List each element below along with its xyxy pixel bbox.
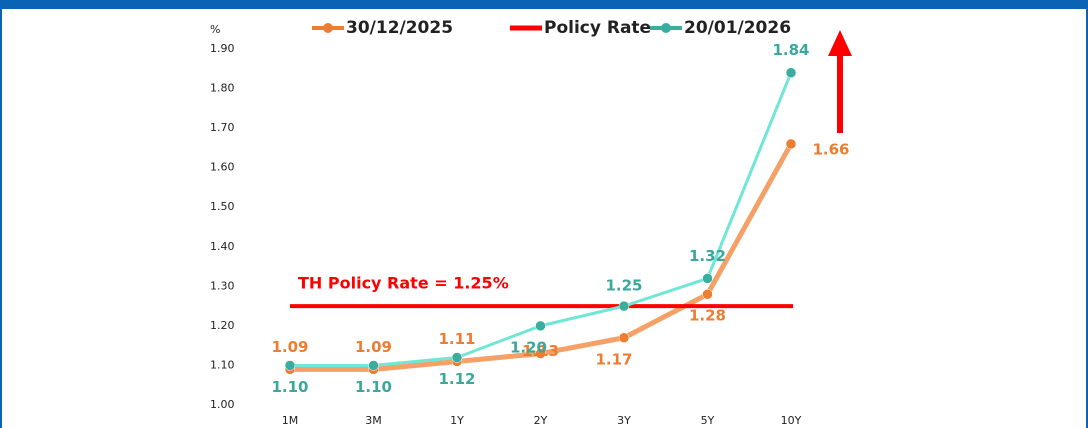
data-label: 1.13: [522, 342, 559, 360]
legend-marker: [323, 23, 333, 33]
marker: [785, 138, 797, 150]
marker: [535, 348, 546, 359]
x-tick-label: 3Y: [617, 414, 631, 427]
y-tick-label: 1.20: [210, 319, 235, 332]
arrow: [828, 30, 852, 133]
data-label: 1.09: [355, 338, 392, 356]
marker: [702, 273, 713, 284]
top-band: [0, 0, 1088, 9]
data-label: 1.10: [355, 378, 392, 396]
data-label: 1.09: [271, 338, 308, 356]
legend-marker: [661, 23, 671, 33]
legend-label: 30/12/2025: [346, 18, 453, 38]
right-border: [1086, 0, 1088, 428]
y-tick-label: 1.60: [210, 161, 235, 174]
marker: [618, 332, 630, 344]
marker: [451, 352, 463, 363]
data-label: 1.84: [772, 41, 809, 59]
x-tick-label: 2Y: [534, 414, 548, 427]
data-label: 1.20: [510, 338, 547, 356]
legend-label: Policy Rate: [544, 18, 651, 38]
x-tick-label: 1Y: [450, 414, 464, 427]
y-tick-label: 1.00: [210, 398, 235, 411]
data-label: 1.32: [689, 247, 726, 265]
x-tick-label: 10Y: [781, 414, 802, 427]
legend-label: 20/01/2026: [684, 18, 791, 38]
marker: [368, 360, 379, 371]
data-label: 1.11: [438, 330, 475, 348]
data-label: 1.28: [689, 307, 726, 325]
y-tick-label: 1.90: [210, 42, 235, 55]
data-label: 1.12: [438, 370, 475, 388]
marker: [535, 320, 546, 332]
y-tick-label: 1.30: [210, 279, 235, 292]
data-label: 1.17: [595, 350, 632, 368]
y-tick-label: 1.80: [210, 82, 235, 95]
data-label: 1.25: [605, 277, 642, 295]
annotation: TH Policy Rate = 1.25%: [298, 274, 509, 293]
data-label: 1.66: [812, 140, 849, 158]
x-tick-label: 5Y: [701, 414, 715, 427]
left-border: [0, 0, 2, 428]
y-tick-label: 1.50: [210, 200, 235, 213]
marker: [702, 288, 713, 300]
data-label: 1.10: [271, 378, 308, 396]
y-unit: %: [210, 23, 220, 36]
y-tick-label: 1.70: [210, 121, 235, 134]
x-tick-label: 1M: [282, 414, 299, 427]
marker: [618, 300, 630, 312]
marker: [284, 360, 296, 371]
marker: [785, 67, 797, 78]
y-tick-label: 1.10: [210, 358, 235, 371]
x-tick-label: 3M: [365, 414, 382, 427]
y-tick-label: 1.40: [210, 240, 235, 253]
